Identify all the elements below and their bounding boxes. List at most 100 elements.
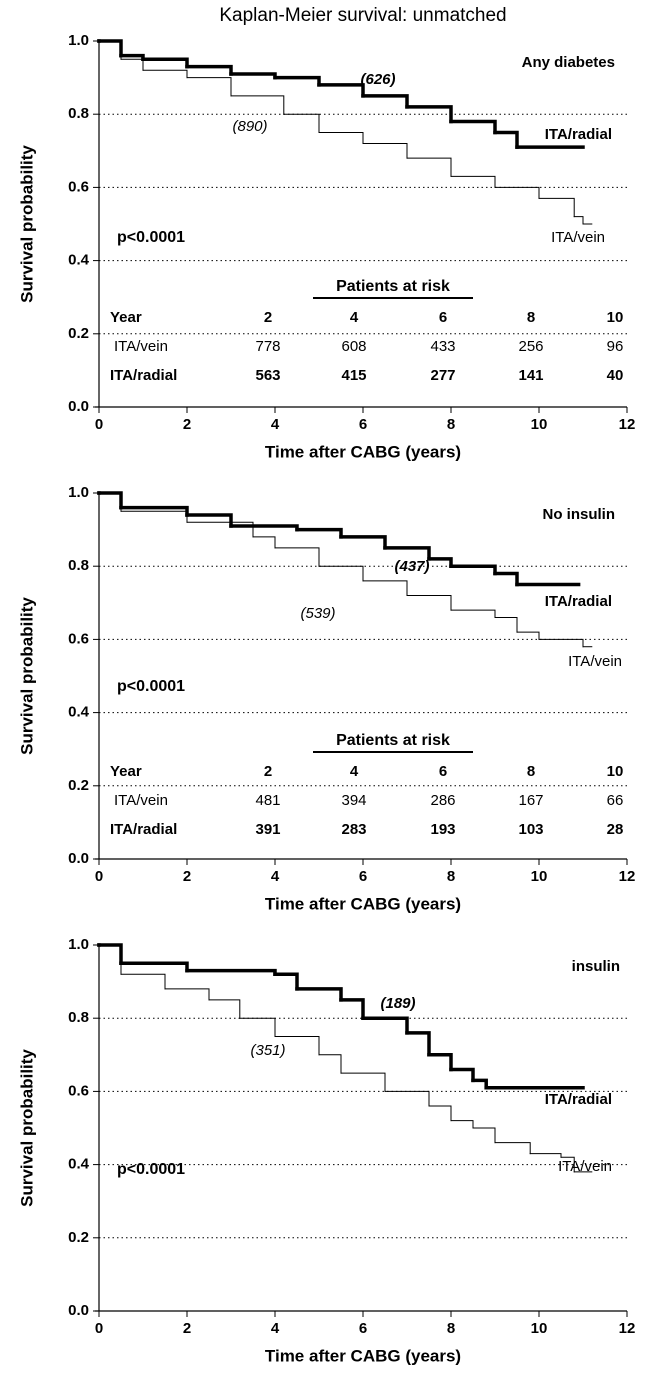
risk-year: 4 [350, 763, 359, 780]
risk-value: 256 [518, 338, 543, 355]
risk-row-name: ITA/vein [114, 792, 168, 809]
curve-step [318, 1054, 342, 1074]
y-tick-label: 0.0 [68, 398, 89, 415]
x-tick-label: 12 [619, 416, 636, 433]
curve-step [339, 535, 387, 550]
y-tick-label: 0.6 [68, 1082, 89, 1099]
risk-value: 391 [255, 821, 280, 838]
risk-value: 394 [341, 792, 366, 809]
risk-year: 8 [527, 309, 535, 326]
curve-step [361, 94, 409, 109]
curve-step [428, 1105, 452, 1122]
y-tick-label: 0.4 [68, 704, 90, 721]
curve-step [274, 1036, 320, 1056]
risk-value: 608 [341, 338, 366, 355]
curve-step [529, 1153, 562, 1158]
curve-step [472, 1127, 496, 1144]
curve-step [450, 1120, 474, 1129]
x-tick-label: 2 [183, 868, 191, 885]
curve-step [339, 998, 365, 1020]
y-tick-label: 0.0 [68, 850, 89, 867]
curve-step [230, 95, 285, 115]
curve-step [538, 638, 584, 648]
y-axis-title: Survival probability [17, 597, 36, 755]
risk-value: 103 [518, 821, 543, 838]
risk-year: 8 [527, 763, 535, 780]
y-tick-label: 0.0 [68, 1302, 89, 1319]
curve-step [185, 513, 233, 528]
risk-year: 2 [264, 309, 272, 326]
curve-step [406, 594, 452, 611]
x-tick-label: 8 [447, 416, 455, 433]
count-label: (351) [250, 1042, 285, 1059]
y-axis-title: Survival probability [17, 1049, 36, 1207]
risk-value: 415 [341, 367, 366, 384]
curve-step [119, 53, 145, 62]
x-tick-label: 0 [95, 416, 103, 433]
x-axis-title: Time after CABG (years) [265, 442, 461, 461]
curve-step [493, 571, 519, 587]
y-tick-label: 0.8 [68, 105, 89, 122]
curve-step [185, 64, 233, 76]
curve-step [120, 510, 188, 523]
curve-step [142, 69, 188, 79]
curve-step [340, 1072, 386, 1092]
p-value: p<0.0001 [117, 1161, 185, 1178]
curve-step [208, 999, 241, 1019]
y-tick-label: 1.0 [68, 484, 89, 501]
series-label: ITA/radial [545, 126, 612, 143]
curve-step [471, 1078, 488, 1090]
x-tick-label: 2 [183, 1320, 191, 1337]
curve-step [317, 83, 365, 98]
curve-step [273, 972, 299, 991]
curve-step [494, 186, 540, 199]
curve-step [405, 1031, 431, 1057]
curve-step [185, 968, 277, 977]
curve-step [97, 491, 123, 510]
risk-year-label: Year [110, 309, 142, 326]
x-tick-label: 4 [271, 1320, 280, 1337]
series-label: ITA/vein [558, 1158, 612, 1175]
y-tick-label: 1.0 [68, 936, 89, 953]
y-tick-label: 0.8 [68, 1009, 89, 1026]
x-tick-label: 10 [531, 868, 548, 885]
y-tick-label: 0.6 [68, 630, 89, 647]
x-tick-label: 6 [359, 416, 367, 433]
y-tick-label: 0.6 [68, 178, 89, 195]
curve-step [295, 987, 343, 1002]
risk-value: 193 [430, 821, 455, 838]
risk-title: Patients at risk [336, 732, 450, 749]
y-tick-label: 0.4 [68, 252, 90, 269]
series-line [98, 40, 593, 225]
curve-step [98, 492, 122, 512]
risk-value: 28 [607, 821, 624, 838]
curve-step [494, 616, 518, 633]
curve-step [295, 527, 343, 539]
curve-step [538, 197, 575, 218]
risk-row-name: ITA/radial [110, 821, 177, 838]
curve-step [97, 943, 123, 966]
curve-step [252, 536, 276, 549]
series-line [97, 39, 585, 149]
curve-step [274, 547, 320, 567]
x-tick-label: 0 [95, 868, 103, 885]
curve-step [120, 58, 144, 71]
y-tick-label: 0.2 [68, 777, 89, 794]
curve-step [98, 40, 122, 60]
risk-year: 6 [439, 763, 447, 780]
series-label: ITA/radial [545, 1091, 612, 1108]
x-tick-label: 8 [447, 868, 455, 885]
curve-step [362, 580, 408, 596]
risk-row-name: ITA/radial [110, 367, 177, 384]
y-tick-label: 0.2 [68, 325, 89, 342]
panel-label: Any diabetes [522, 54, 615, 71]
x-axis-title: Time after CABG (years) [265, 1346, 461, 1365]
curve-step [283, 113, 320, 133]
curve-step [318, 565, 364, 582]
x-axis-title: Time after CABG (years) [265, 894, 461, 913]
y-tick-label: 0.4 [68, 1156, 90, 1173]
x-tick-label: 8 [447, 1320, 455, 1337]
count-label: (437) [394, 558, 429, 575]
count-label: (189) [380, 995, 415, 1012]
